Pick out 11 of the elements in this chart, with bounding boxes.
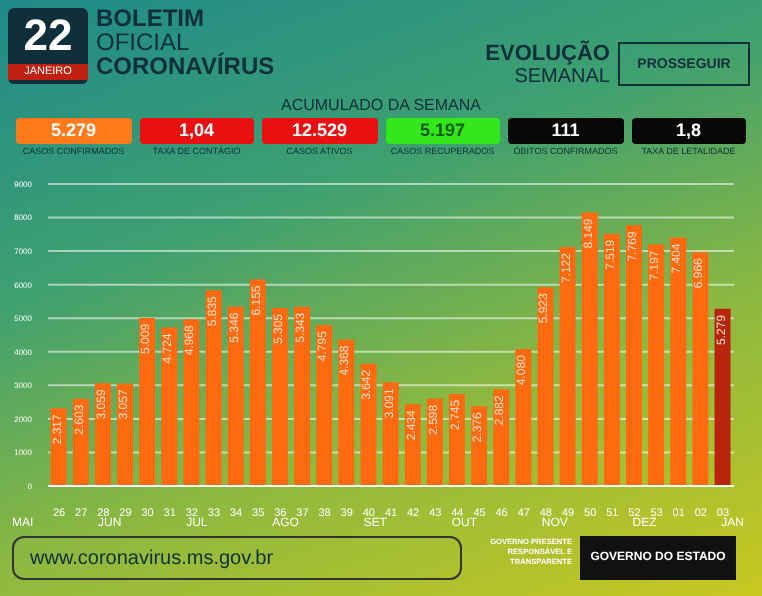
text: 5.197 — [385, 118, 500, 144]
text: www.coronavirus.ms.gov.br — [12, 536, 462, 580]
text: ACUMULADO DA SEMANA — [278, 96, 484, 114]
text: 1,04 — [139, 118, 254, 144]
text: 111 — [508, 118, 623, 144]
text: 5.279 — [16, 118, 131, 144]
text: 22 — [21, 8, 75, 64]
text: 1,8 — [631, 118, 746, 144]
text: 12.529 — [262, 118, 377, 144]
chart-title: BOLETIM OFICIAL CORONAVÍRUS — [96, 4, 275, 80]
chart-subtitle: EVOLUÇÃO SEMANAL — [485, 42, 610, 88]
